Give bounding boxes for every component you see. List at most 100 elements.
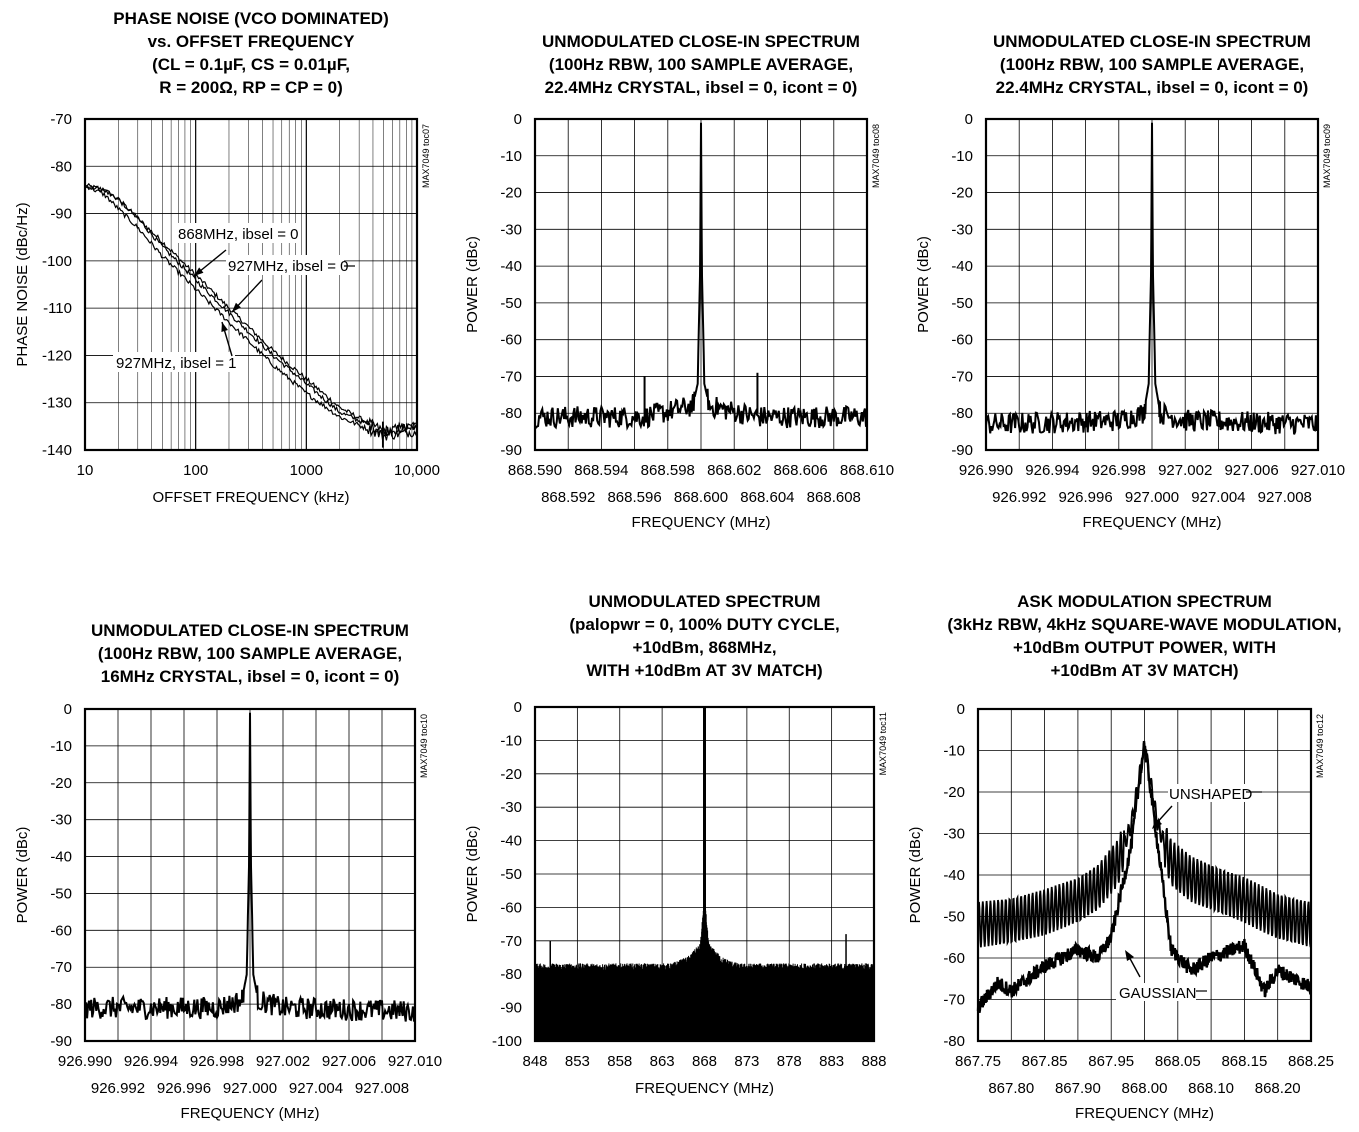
x-tick-label: 858: [607, 1053, 632, 1070]
plot-data: [534, 122, 868, 431]
y-tick-label: -50: [50, 885, 72, 902]
chart-title-line: +10dBm, 868MHz,: [632, 638, 776, 657]
x-tick-label: 867.75: [955, 1053, 1001, 1070]
x-tick-label: 867.80: [988, 1080, 1034, 1097]
x-tick-label: 926.996: [157, 1080, 211, 1097]
y-tick-label: -50: [500, 295, 522, 312]
y-tick-label: -80: [500, 405, 522, 422]
figure-tag: MAX7049 toc11: [878, 712, 888, 775]
y-tick-label: -40: [943, 867, 965, 884]
x-tick-label: 868.606: [773, 462, 827, 479]
x-tick-label: 867.95: [1088, 1053, 1134, 1070]
plot-frame: [984, 117, 1320, 452]
x-tick-label: 868.600: [674, 489, 728, 506]
x-tick-label: 868.596: [607, 489, 661, 506]
chart-title-line: (CL = 0.1µF, CS = 0.01µF,: [152, 55, 350, 74]
x-tick-label: 927.008: [1258, 489, 1312, 506]
x-tick-label: 868.610: [840, 462, 894, 479]
chart-title-line: vs. OFFSET FREQUENCY: [148, 32, 356, 51]
x-axis-label: FREQUENCY (MHz): [181, 1105, 320, 1122]
x-tick-label: 868.592: [541, 489, 595, 506]
y-tick-label: -50: [951, 295, 973, 312]
plot-data: [84, 712, 416, 1022]
x-axis-label: FREQUENCY (MHz): [1083, 514, 1222, 531]
x-axis-label: OFFSET FREQUENCY (kHz): [153, 489, 350, 506]
y-tick-label: -40: [500, 833, 522, 850]
x-tick-label: 927.008: [355, 1080, 409, 1097]
x-tick-label: 926.994: [124, 1053, 178, 1070]
series-line: [985, 122, 1319, 435]
x-axis-label: FREQUENCY (MHz): [635, 1080, 774, 1097]
x-tick-label: 926.994: [1025, 462, 1079, 479]
x-tick-label: 926.992: [992, 489, 1046, 506]
chart-4: UNMODULATED CLOSE-IN SPECTRUM (100Hz RBW,…: [14, 621, 442, 1122]
y-tick-label: -90: [500, 442, 522, 459]
plot-data: [976, 740, 1313, 1014]
annotation-arrowhead: [221, 322, 228, 332]
y-tick-label: -50: [943, 909, 965, 926]
y-tick-label: 0: [514, 699, 522, 716]
y-tick-label: -20: [500, 185, 522, 202]
y-tick-label: -30: [951, 221, 973, 238]
y-tick-label: 0: [514, 111, 522, 128]
y-axis-label: POWER (dBc): [14, 827, 31, 924]
y-tick-label: -40: [500, 258, 522, 275]
y-axis-label: PHASE NOISE (dBc/Hz): [14, 202, 31, 366]
y-tick-label: -10: [951, 148, 973, 165]
y-tick-label: -40: [50, 849, 72, 866]
chart-title-line: (100Hz RBW, 100 SAMPLE AVERAGE,: [549, 55, 853, 74]
y-tick-label: -50: [500, 866, 522, 883]
chart-title-line: PHASE NOISE (VCO DOMINATED): [113, 9, 388, 28]
x-axis-label: FREQUENCY (MHz): [1075, 1105, 1214, 1122]
annotation-arrowhead: [1125, 950, 1134, 961]
x-tick-label: 873: [734, 1053, 759, 1070]
y-tick-label: -30: [500, 799, 522, 816]
x-tick-label: 878: [777, 1053, 802, 1070]
x-tick-label: 863: [650, 1053, 675, 1070]
plot-frame: [976, 707, 1313, 1043]
annotation-bg: [113, 352, 235, 372]
chart-3: UNMODULATED CLOSE-IN SPECTRUM (100Hz RBW,…: [915, 32, 1345, 531]
series-line: [84, 182, 418, 436]
chart-title-line: (100Hz RBW, 100 SAMPLE AVERAGE,: [1000, 55, 1304, 74]
x-tick-label: 868.25: [1288, 1053, 1334, 1070]
x-tick-label: 848: [522, 1053, 547, 1070]
y-tick-label: -40: [951, 258, 973, 275]
x-tick-label: 853: [565, 1053, 590, 1070]
x-tick-label: 868.604: [740, 489, 794, 506]
figure-tag: MAX7049 toc08: [871, 124, 881, 188]
y-tick-label: -10: [943, 743, 965, 760]
chart-title-line: UNMODULATED CLOSE-IN SPECTRUM: [993, 32, 1311, 51]
y-tick-label: -10: [500, 732, 522, 749]
y-tick-label: -10: [50, 738, 72, 755]
x-tick-label: 883: [819, 1053, 844, 1070]
chart-title-line: ASK MODULATION SPECTRUM: [1017, 592, 1272, 611]
y-tick-label: -80: [50, 996, 72, 1013]
y-axis-label: POWER (dBc): [907, 827, 924, 924]
y-tick-label: -90: [500, 1000, 522, 1017]
annotation-gaussian: GAUSSIAN: [1119, 985, 1197, 1002]
y-tick-label: -60: [500, 332, 522, 349]
y-tick-label: -110: [43, 300, 72, 317]
chart-title-line: UNMODULATED SPECTRUM: [588, 592, 820, 611]
x-tick-label: 927.006: [322, 1053, 376, 1070]
x-tick-label: 868.608: [807, 489, 861, 506]
y-tick-label: 0: [64, 701, 72, 718]
y-tick-label: -20: [50, 775, 72, 792]
y-tick-label: -70: [50, 111, 72, 128]
chart-title-line: WITH +10dBm AT 3V MATCH): [586, 661, 822, 680]
chart-6: ASK MODULATION SPECTRUM (3kHz RBW, 4kHz S…: [907, 592, 1342, 1122]
y-tick-label: -60: [500, 899, 522, 916]
y-tick-label: 0: [957, 701, 965, 718]
x-tick-label: 10: [77, 462, 94, 479]
x-tick-label: 868.598: [641, 462, 695, 479]
x-tick-label: 926.992: [91, 1080, 145, 1097]
x-axis-label: FREQUENCY (MHz): [632, 514, 771, 531]
x-tick-label: 867.85: [1022, 1053, 1068, 1070]
annotation-arrowhead: [232, 302, 241, 312]
chart-title-line: (palopwr = 0, 100% DUTY CYCLE,: [569, 615, 839, 634]
y-axis-label: POWER (dBc): [464, 236, 481, 333]
series-line: [84, 185, 418, 438]
chart-title-line: +10dBm AT 3V MATCH): [1050, 661, 1238, 680]
